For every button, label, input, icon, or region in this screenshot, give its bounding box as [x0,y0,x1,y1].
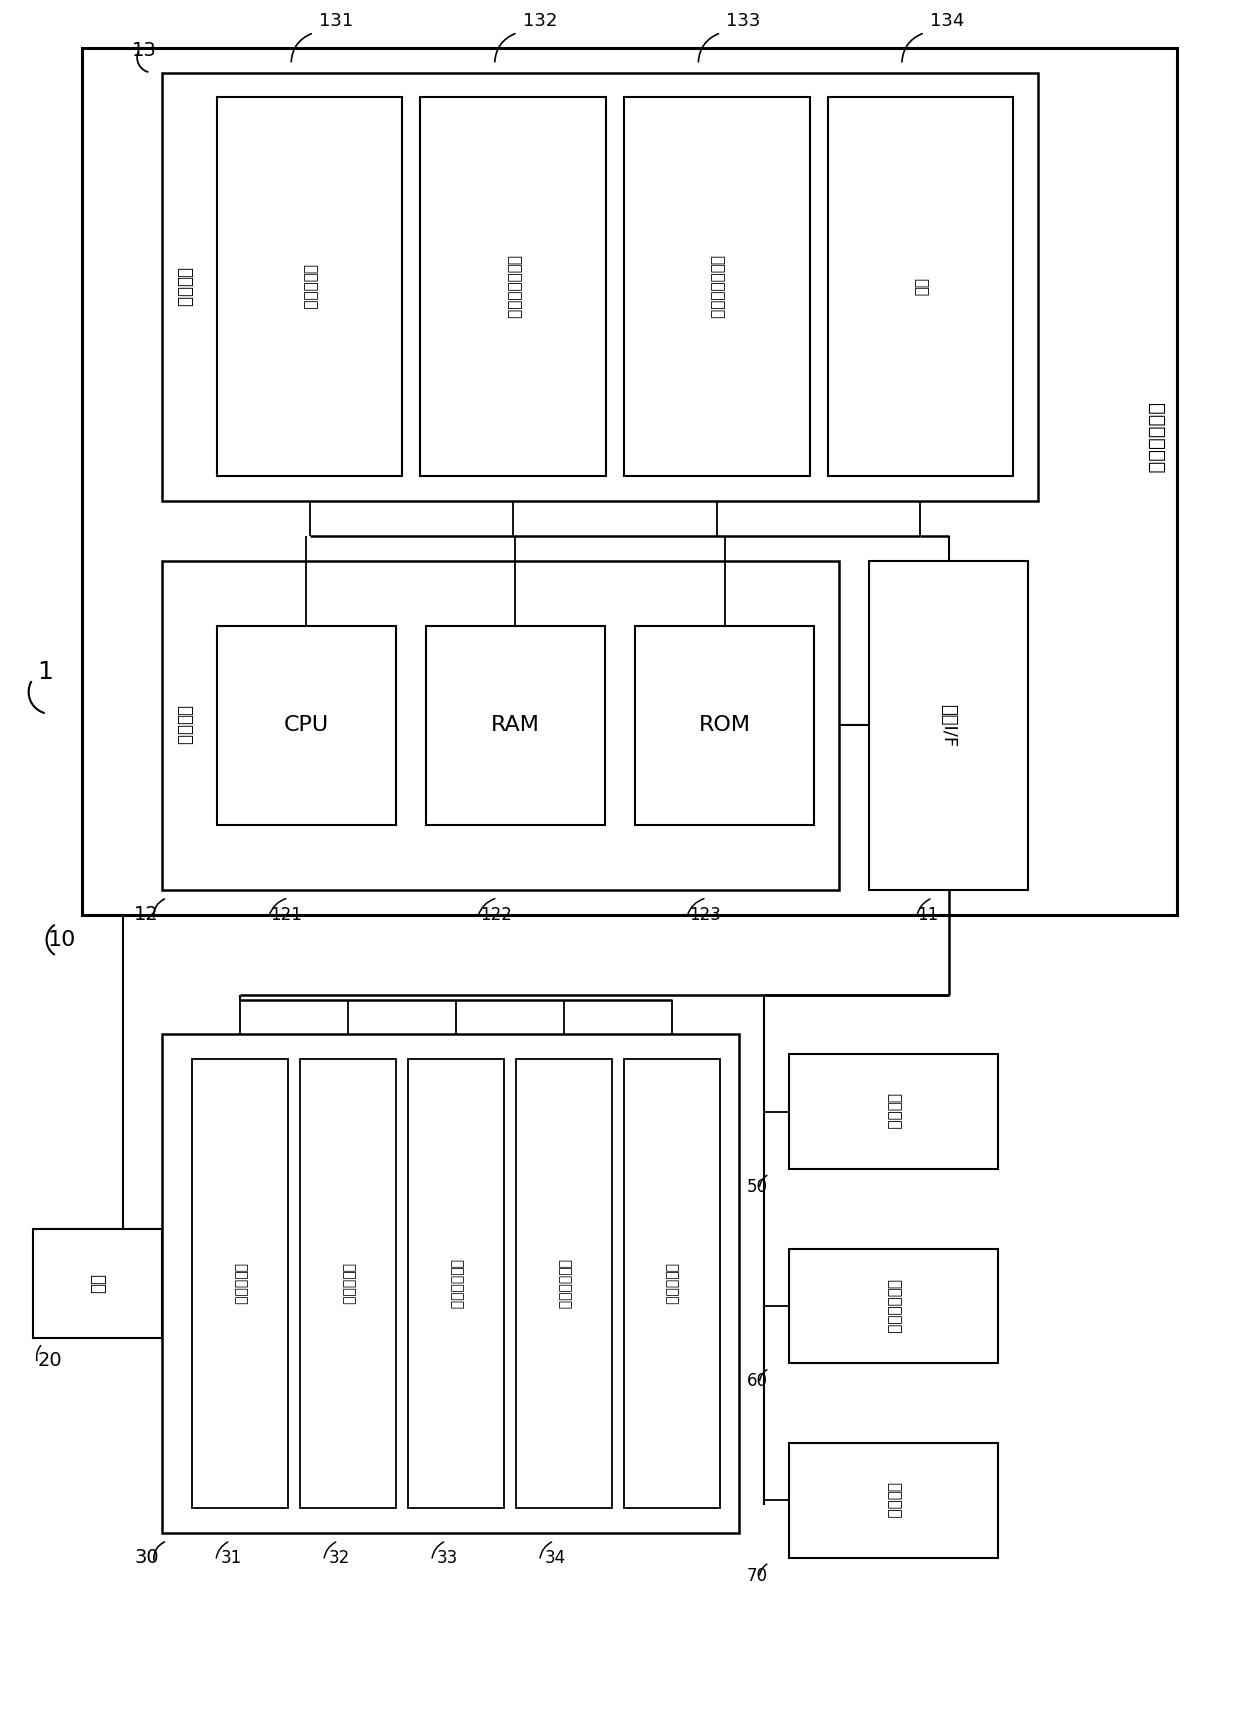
Text: 134: 134 [930,12,963,29]
Text: 60: 60 [746,1373,768,1390]
Text: 唤醒装置: 唤醒装置 [887,1482,901,1518]
Text: 32: 32 [329,1549,350,1566]
Bar [789,1444,998,1558]
Bar [420,97,606,475]
Bar [217,97,403,475]
Text: 控制单元: 控制单元 [175,705,193,745]
Text: 121: 121 [270,906,303,923]
Text: 31: 31 [221,1549,242,1566]
Text: 转向传感器: 转向传感器 [665,1262,678,1305]
Text: 电子控制单元: 电子控制单元 [887,1279,901,1333]
Text: 图像存儲部: 图像存儲部 [303,265,317,309]
Bar [217,626,396,825]
Bar [425,626,605,825]
Text: 123: 123 [688,906,720,923]
Text: 33: 33 [436,1549,458,1566]
Text: 70: 70 [746,1566,768,1585]
Bar [162,1034,739,1534]
Bar [624,1060,719,1508]
Text: 30: 30 [134,1547,159,1566]
Text: 12: 12 [134,906,159,925]
Text: 存儲单元: 存儲单元 [175,266,193,306]
Text: 导航装置: 导航装置 [887,1093,901,1131]
Text: 获取数据存儲部: 获取数据存儲部 [506,254,521,318]
Bar [789,1055,998,1169]
Bar [32,1229,162,1338]
Text: 10: 10 [47,930,76,949]
Bar [869,560,1028,890]
Text: 数据处理装置: 数据处理装置 [1146,403,1166,474]
Text: 外部I/F: 外部I/F [940,704,957,747]
Text: 陌螺仪传感器: 陌螺仪传感器 [557,1259,570,1309]
Text: ROM: ROM [698,716,750,735]
Bar [789,1248,998,1364]
Text: 122: 122 [480,906,512,923]
Bar [162,73,1038,501]
Bar [624,97,810,475]
Text: 加速度传感器: 加速度传感器 [449,1259,463,1309]
Text: 11: 11 [916,906,937,923]
Text: 13: 13 [133,41,157,61]
Text: 131: 131 [319,12,353,29]
Text: RAM: RAM [491,716,539,735]
Text: 车载传感器: 车载传感器 [233,1262,247,1305]
Bar [162,560,839,890]
Bar [82,48,1178,915]
Bar [516,1060,611,1508]
Bar [635,626,815,825]
Text: 程序: 程序 [913,278,928,296]
Text: CPU: CPU [284,716,329,735]
Text: 20: 20 [37,1350,62,1369]
Bar [408,1060,503,1508]
Text: 车外传感器: 车外传感器 [341,1262,355,1305]
Bar [192,1060,288,1508]
Bar [827,97,1013,475]
Text: 计算数据存儲部: 计算数据存儲部 [709,254,724,318]
Text: 34: 34 [544,1549,565,1566]
Text: 50: 50 [746,1177,768,1196]
Text: 132: 132 [522,12,557,29]
Text: 1: 1 [37,660,53,685]
Text: 133: 133 [727,12,760,29]
Text: 相机: 相机 [88,1274,107,1293]
Bar [300,1060,396,1508]
